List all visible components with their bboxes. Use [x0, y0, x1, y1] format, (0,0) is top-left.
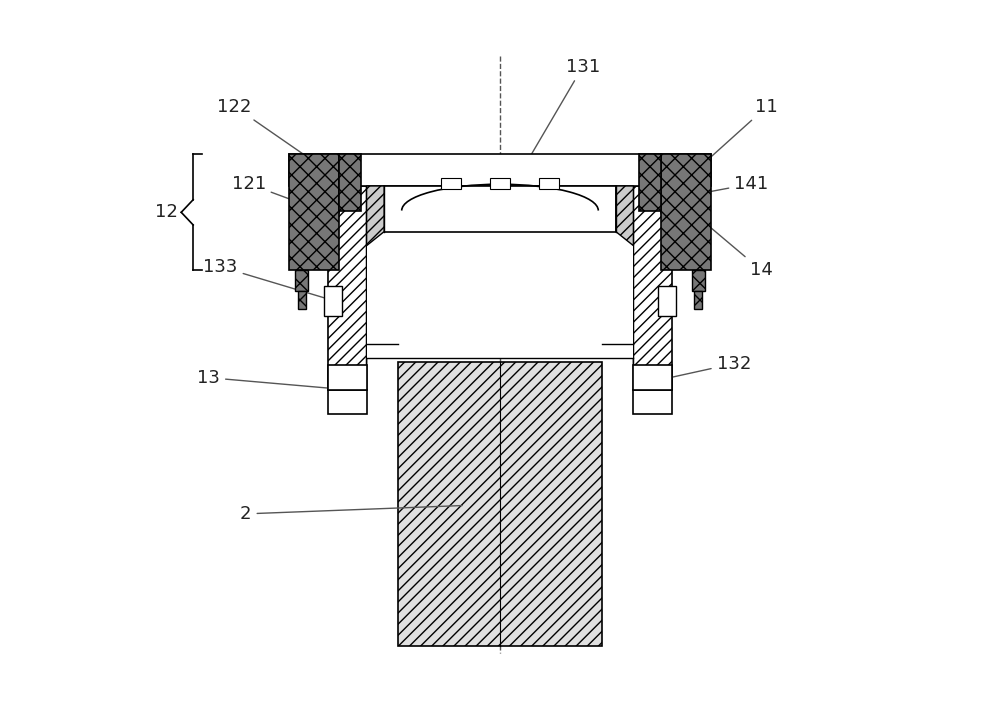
Bar [339, 155, 361, 211]
Polygon shape [633, 186, 672, 390]
Polygon shape [616, 186, 633, 246]
Bar [384, 186, 616, 231]
Bar [490, 178, 510, 190]
Bar [324, 286, 342, 316]
Bar [639, 155, 661, 211]
Bar [289, 155, 711, 186]
Bar [289, 155, 339, 270]
Bar [661, 155, 711, 270]
Text: 11: 11 [699, 97, 778, 168]
Bar [692, 270, 705, 291]
Bar [328, 390, 367, 414]
Text: 131: 131 [515, 57, 600, 181]
Text: 132: 132 [673, 354, 751, 377]
Polygon shape [328, 186, 367, 390]
Text: 12: 12 [155, 203, 178, 221]
Text: 122: 122 [217, 97, 317, 163]
Text: 13: 13 [197, 369, 343, 390]
Bar [694, 291, 702, 309]
Bar [633, 365, 672, 390]
Text: 141: 141 [687, 175, 768, 196]
Bar [398, 362, 602, 646]
Bar [367, 186, 633, 358]
Bar [539, 178, 559, 190]
Bar [295, 270, 308, 291]
Text: 2: 2 [240, 505, 462, 523]
Text: 14: 14 [709, 226, 773, 279]
Bar [298, 291, 306, 309]
Bar [658, 286, 676, 316]
Bar [633, 390, 672, 414]
Polygon shape [367, 186, 384, 246]
Text: 121: 121 [232, 175, 337, 217]
Text: 133: 133 [203, 258, 330, 299]
Bar [441, 178, 461, 190]
Bar [328, 365, 367, 390]
